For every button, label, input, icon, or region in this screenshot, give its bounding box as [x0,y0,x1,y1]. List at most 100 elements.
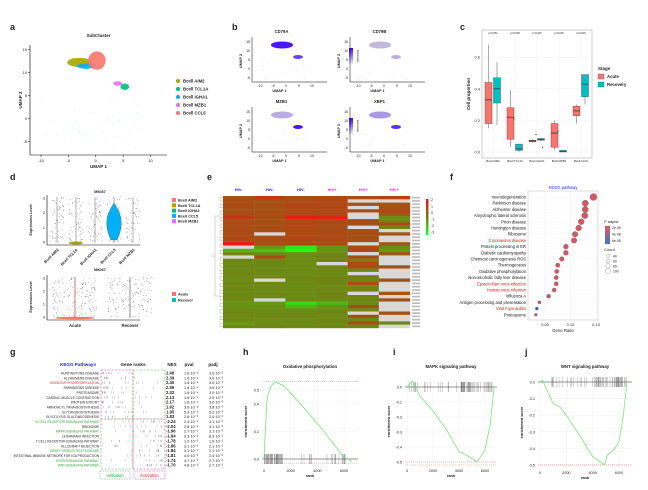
x-tick-label: -10 [38,158,45,163]
data-point [96,216,98,217]
term-label: Antigen processing and presentation [460,300,527,305]
data-point [55,302,57,304]
y-tick-label: 5 [248,58,250,62]
data-point [108,292,110,294]
pval-value: 4.8·10⁻³ [184,464,199,468]
heatmap-cell [378,215,411,220]
heatmap-cell [347,291,380,296]
data-point [60,207,62,208]
violin [55,316,95,320]
data-point [78,223,80,225]
gene-label-blurred [412,276,420,278]
heatmap-cell [378,209,411,213]
data-point [130,115,132,116]
heatmap-cell [316,255,348,259]
data-point [80,227,81,229]
data-point [91,283,93,285]
data-point [133,316,135,318]
data-point [99,205,101,206]
data-point [58,240,60,242]
data-point [367,143,369,145]
heatmap-cell [316,301,348,306]
data-point [131,241,132,242]
data-point [68,287,69,289]
legend-key [172,198,176,202]
gene-label-blurred [412,302,420,305]
heatmap-cell [223,311,255,315]
data-point [59,300,60,302]
data-point [111,115,113,116]
inhibition-box-lower [100,418,134,470]
padj-value: 2.7·10⁻² [209,459,224,463]
padj-value: 2.0·10⁻² [209,415,224,419]
data-point [291,134,293,135]
count-legend-label: 80 [613,265,617,269]
data-point [101,130,103,132]
gene-label-blurred [412,243,420,245]
data-point [296,70,298,72]
data-point [145,279,147,281]
data-point [82,134,84,136]
gene-label-blurred [412,262,420,265]
padj-value: 3.8·10⁻³ [209,405,224,409]
plot-panel [405,377,497,466]
heatmap-cell [347,248,380,253]
x-tick-label: -5 [67,158,71,163]
data-point [140,283,142,285]
heatmap-cell [316,271,348,276]
y-tick-label: 10 [23,70,28,75]
heatmap-cell [347,242,380,246]
heatmap-cell [254,301,286,306]
data-point [63,205,64,207]
data-point [111,316,112,317]
heatmap-cell [378,288,411,292]
heatmap-cell [378,212,411,216]
data-point [303,77,305,79]
pathway-name: AMINOACYL TRNA BIOSYNTHESIS [47,405,99,409]
data-point [136,112,138,113]
count-legend-circle [605,268,611,274]
pval-value: 4.0·10⁻³ [184,454,199,458]
dendrogram [211,197,223,327]
heatmap-cell [285,199,317,203]
data-point [133,301,135,303]
data-point [59,201,61,203]
pathway-name: RIBOSOME [82,425,99,429]
data-point [78,228,80,230]
padj-value: 3.0·10⁻³ [209,386,224,390]
data-point [74,200,75,202]
heatmap-cell [285,275,317,279]
heatmap-cell [254,205,286,210]
heatmap-cell [378,304,411,309]
y-axis-label: Expression Level [29,281,33,312]
data-point [95,234,97,236]
data-point [69,239,71,241]
gene-label-blurred [412,206,420,209]
heatmap-cell [378,321,411,325]
data-point [52,214,54,216]
heatmap-cell [254,258,286,263]
data-point [78,131,80,132]
data-point [89,308,91,310]
data-point [147,298,149,300]
x-tick-label: Recover [122,323,139,328]
padj-tick-label: 2e-08 [612,226,621,230]
colorbar-label: Expression [356,120,359,133]
data-point [97,236,98,237]
panel-label-j: j [524,347,528,357]
data-point [129,280,130,281]
legend-marker [176,95,180,99]
term-label: Ribosome [508,232,527,237]
data-point [63,206,64,207]
data-point [407,78,409,80]
heatmap-cell [254,196,286,200]
data-point [143,298,145,300]
data-point [92,282,94,284]
x-tick-label: 5 [122,158,125,163]
data-point [141,305,143,307]
data-point [63,292,65,293]
pval-value: 1.6·10⁻⁴ [184,386,199,390]
data-point [127,218,129,220]
y-tick-label: 0.2 [254,430,259,434]
legend-marker [176,111,180,115]
